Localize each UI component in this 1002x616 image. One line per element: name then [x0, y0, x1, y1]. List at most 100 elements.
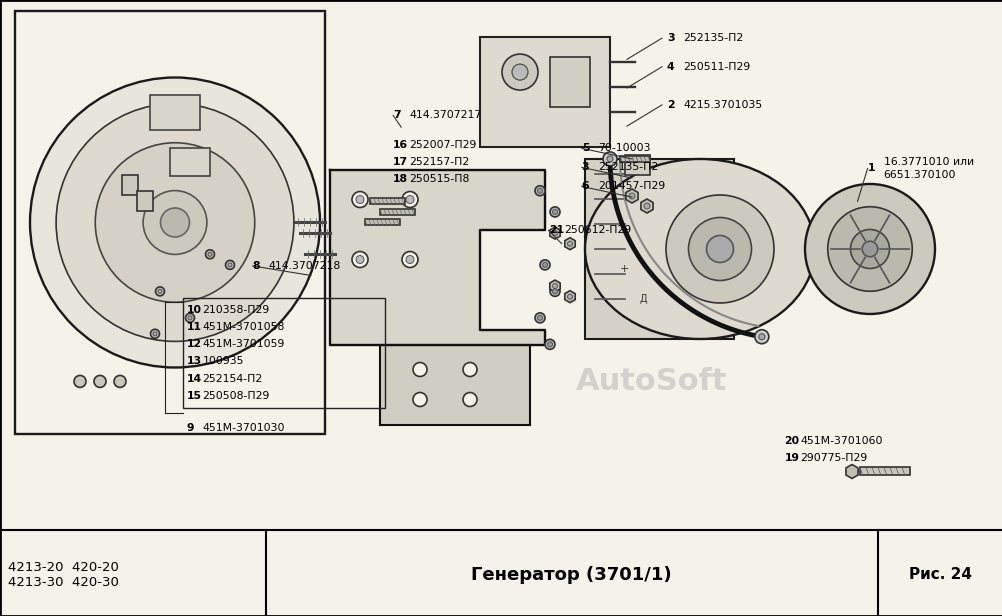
Circle shape	[352, 192, 368, 208]
Text: 70-10003: 70-10003	[597, 144, 649, 153]
Circle shape	[153, 332, 157, 336]
Circle shape	[537, 315, 542, 320]
Circle shape	[463, 363, 477, 376]
Text: 15: 15	[186, 391, 201, 401]
Circle shape	[827, 207, 912, 291]
Text: 16.3771010 или
6651.370100: 16.3771010 или 6651.370100	[883, 157, 973, 180]
Text: AutoSoft: AutoSoft	[575, 367, 727, 396]
Circle shape	[406, 195, 414, 203]
Circle shape	[537, 188, 542, 193]
Circle shape	[547, 342, 552, 347]
Bar	[169, 148, 209, 176]
Circle shape	[606, 156, 612, 162]
Text: 250612-П29: 250612-П29	[564, 225, 631, 235]
Text: 1: 1	[867, 163, 874, 174]
Text: 5: 5	[581, 144, 588, 153]
Text: 3: 3	[666, 33, 674, 43]
Text: 4213-20  420-20
4213-30  420-30: 4213-20 420-20 4213-30 420-30	[8, 561, 119, 589]
Text: 21: 21	[548, 225, 563, 235]
Bar	[182, 298, 385, 408]
Bar	[122, 176, 138, 195]
Text: 8: 8	[253, 261, 260, 271]
Circle shape	[225, 261, 234, 269]
Text: 10: 10	[186, 305, 201, 315]
Circle shape	[158, 290, 162, 293]
Bar	[137, 192, 153, 211]
Text: 252007-П29: 252007-П29	[409, 140, 476, 150]
Text: 100935: 100935	[202, 356, 243, 367]
Text: 17: 17	[393, 157, 408, 167]
Text: 250508-П29: 250508-П29	[202, 391, 270, 401]
Bar	[380, 209, 415, 215]
Circle shape	[143, 190, 206, 254]
Circle shape	[413, 363, 427, 376]
Text: 451М-3701030: 451М-3701030	[202, 423, 285, 433]
Circle shape	[402, 251, 418, 267]
Text: 2: 2	[666, 100, 674, 110]
Circle shape	[539, 260, 549, 270]
Text: 13: 13	[186, 356, 201, 367]
Circle shape	[705, 235, 732, 262]
Text: 252157-П2: 252157-П2	[409, 157, 469, 167]
Circle shape	[150, 329, 159, 338]
Text: 4215.3701035: 4215.3701035	[682, 100, 762, 110]
Circle shape	[542, 262, 547, 267]
Circle shape	[207, 253, 211, 256]
Circle shape	[759, 334, 765, 339]
Text: 451М-3701058: 451М-3701058	[202, 322, 285, 333]
Circle shape	[413, 392, 427, 407]
Circle shape	[552, 289, 557, 294]
Circle shape	[95, 143, 255, 302]
Ellipse shape	[584, 159, 815, 339]
Circle shape	[352, 251, 368, 267]
Circle shape	[534, 313, 544, 323]
Text: Д: Д	[639, 294, 647, 304]
Circle shape	[30, 78, 320, 368]
Text: 4: 4	[666, 62, 674, 71]
Text: 250511-П29: 250511-П29	[682, 62, 749, 71]
Text: Генератор (3701/1): Генератор (3701/1)	[471, 565, 671, 583]
Text: 6: 6	[581, 182, 589, 192]
Circle shape	[850, 230, 889, 269]
Circle shape	[356, 256, 364, 264]
Text: Рис. 24: Рис. 24	[908, 567, 971, 582]
Circle shape	[74, 375, 86, 387]
Circle shape	[552, 209, 557, 214]
Circle shape	[114, 375, 126, 387]
Bar	[365, 219, 400, 225]
Circle shape	[643, 203, 649, 209]
Circle shape	[463, 392, 477, 407]
Text: 414.3707218: 414.3707218	[269, 261, 341, 271]
Text: 290775-П29: 290775-П29	[800, 453, 867, 463]
Text: 20: 20	[784, 436, 799, 446]
Text: 14: 14	[186, 374, 201, 384]
Circle shape	[402, 192, 418, 208]
Circle shape	[552, 283, 557, 288]
Circle shape	[511, 64, 527, 80]
Text: 252135-П2: 252135-П2	[597, 163, 657, 172]
Circle shape	[187, 316, 191, 320]
Text: 16: 16	[393, 140, 408, 150]
Circle shape	[544, 339, 554, 349]
Circle shape	[185, 314, 194, 322]
Circle shape	[628, 193, 634, 199]
Circle shape	[552, 230, 557, 235]
Bar	[584, 159, 733, 339]
Bar	[859, 468, 909, 476]
Text: 252135-П2: 252135-П2	[682, 33, 742, 43]
Text: 451М-3701059: 451М-3701059	[202, 339, 285, 349]
Bar	[15, 10, 325, 434]
Circle shape	[567, 294, 572, 299]
Circle shape	[862, 241, 877, 257]
Circle shape	[205, 249, 214, 259]
Circle shape	[406, 256, 414, 264]
Text: 3: 3	[581, 163, 589, 172]
Text: 250515-П8: 250515-П8	[409, 174, 469, 184]
Circle shape	[356, 195, 364, 203]
Text: 451М-3701060: 451М-3701060	[800, 436, 882, 446]
Text: +: +	[619, 264, 628, 274]
Bar	[380, 344, 529, 424]
Circle shape	[56, 103, 294, 341]
Text: 210358-П29: 210358-П29	[202, 305, 270, 315]
Circle shape	[94, 375, 106, 387]
